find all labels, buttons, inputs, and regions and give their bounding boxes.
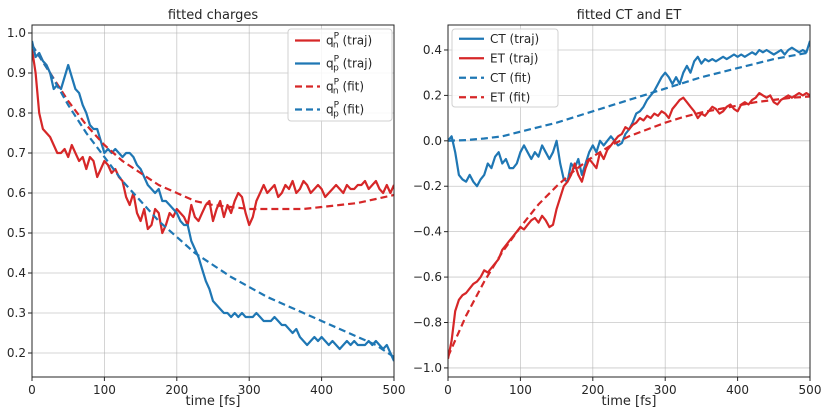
right-xtick-label: 100 [509, 383, 532, 397]
left-chart-title: fitted charges [168, 8, 258, 23]
left-ytick-label: 0.2 [7, 346, 26, 360]
right-chart-yticks: −1.0 −0.8 −0.6 −0.4 −0.2 0.0 0.2 0.4 [413, 43, 448, 375]
right-xtick-label: 400 [726, 383, 749, 397]
left-chart-frame [31, 24, 395, 378]
right-ytick-label: −0.4 [413, 225, 442, 239]
right-series-line-2 [448, 51, 810, 142]
left-legend-label: qP p (fit) [326, 101, 364, 120]
left-chart-legend: qP n (traj) qP p (traj) qP n (fit) qP p (fit) [287, 28, 393, 122]
left-chart-panel: fitted charges 0 100 200 300 400 500 0.20.30.… [7, 8, 406, 409]
left-xtick-label: 200 [165, 383, 188, 397]
right-legend-label: ET (traj) [490, 51, 538, 65]
left-ytick-label: 1.0 [7, 26, 26, 40]
right-chart-title: fitted CT and ET [577, 8, 682, 23]
left-xtick-label: 300 [238, 383, 261, 397]
right-ytick-label: 0.0 [423, 134, 442, 148]
right-chart-xlabel: time [fs] [602, 394, 657, 409]
left-ytick-label: 0.5 [7, 226, 26, 240]
right-ytick-label: −0.6 [413, 270, 442, 284]
left-xtick-label: 500 [383, 383, 406, 397]
left-xtick-label: 0 [28, 383, 36, 397]
left-legend-label: qP n (traj) [326, 32, 372, 51]
right-legend-box [451, 28, 559, 108]
right-xtick-label: 200 [581, 383, 604, 397]
left-ytick-label: 0.4 [7, 266, 26, 280]
left-xtick-label: 100 [93, 383, 116, 397]
right-legend-label: CT (traj) [490, 32, 539, 46]
left-ytick-label: 0.7 [7, 146, 26, 160]
right-ytick-label: 0.4 [423, 43, 442, 57]
right-legend-label: CT (fit) [490, 71, 531, 85]
left-chart-xticks: 0 100 200 300 400 500 [28, 377, 405, 397]
left-xtick-label: 400 [310, 383, 333, 397]
right-ytick-label: −1.0 [413, 361, 442, 375]
right-chart-legend: CT (traj) ET (traj) CT (fit) ET (fit) [451, 28, 559, 108]
left-series-line-3 [32, 44, 394, 358]
right-xtick-label: 300 [654, 383, 677, 397]
left-chart-xlabel: time [fs] [186, 394, 241, 409]
right-xtick-label: 0 [444, 383, 452, 397]
left-legend-label: qP n (fit) [326, 78, 364, 97]
right-xtick-label: 500 [799, 383, 822, 397]
left-ytick-label: 0.3 [7, 306, 26, 320]
right-chart-frame [447, 24, 811, 378]
right-ytick-label: −0.8 [413, 315, 442, 329]
left-series-line-1 [32, 40, 394, 362]
right-chart-xticks: 0 100 200 300 400 500 [444, 377, 821, 397]
left-ytick-label: 0.8 [7, 106, 26, 120]
right-series-line-3 [448, 95, 810, 358]
right-legend-label: ET (fit) [490, 90, 530, 104]
left-legend-box [287, 28, 393, 122]
right-series-line-1 [448, 91, 810, 360]
right-chart-series [448, 40, 810, 360]
left-ytick-label: 0.6 [7, 186, 26, 200]
left-series-line-0 [32, 48, 394, 235]
left-legend-label: qP p (traj) [326, 55, 372, 74]
right-chart-panel: fitted CT and ET 0 100 200 300 400 500 −1.0 −0… [413, 8, 822, 409]
right-ytick-label: 0.2 [423, 88, 442, 102]
left-chart-series [32, 40, 394, 362]
left-chart-yticks: 0.2 0.3 0.4 0.5 0.6 0.7 0.8 0.9 1.0 [7, 26, 32, 360]
right-ytick-label: −0.2 [413, 179, 442, 193]
left-ytick-label: 0.9 [7, 66, 26, 80]
left-series-line-2 [32, 44, 394, 211]
